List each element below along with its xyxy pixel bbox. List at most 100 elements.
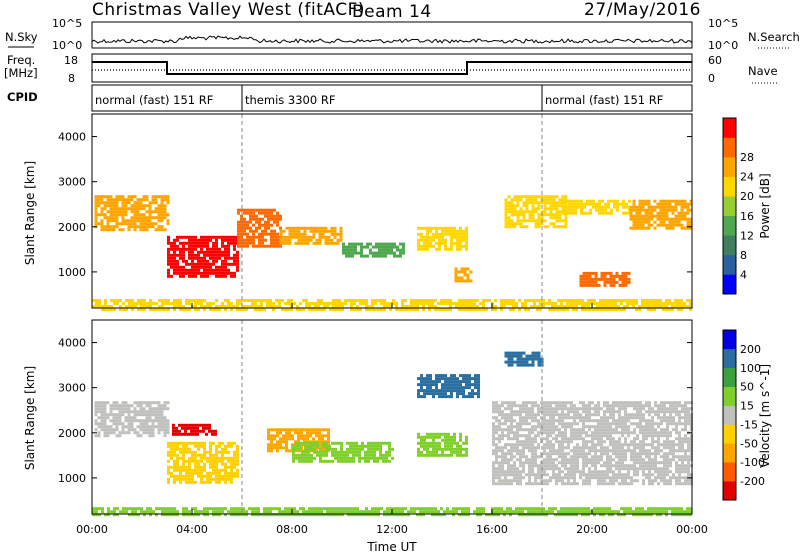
echo-cell — [552, 437, 555, 441]
echo-cell — [194, 299, 197, 302]
echo-cell — [671, 223, 675, 227]
echo-cell — [194, 513, 197, 517]
echo-cell — [624, 271, 628, 275]
echo-cell — [645, 467, 648, 471]
echo-cell — [540, 195, 544, 199]
echo-cell — [197, 253, 200, 257]
echo-cell — [425, 510, 428, 514]
echo-cell — [125, 305, 128, 308]
echo-cell — [381, 251, 384, 255]
echo-cell — [609, 431, 612, 435]
echo-cell — [531, 419, 534, 423]
echo-cell — [606, 455, 609, 459]
echo-cell — [316, 441, 319, 445]
echo-cell — [650, 302, 653, 305]
echo-cell — [465, 235, 468, 239]
echo-cell — [399, 254, 402, 258]
echo-cell — [179, 253, 182, 257]
echo-cell — [684, 479, 687, 483]
echo-cell — [651, 458, 654, 462]
echo-cell — [224, 274, 227, 278]
echo-cell — [537, 207, 541, 211]
echo-cell — [567, 479, 570, 483]
echo-cell — [469, 270, 473, 274]
echo-cell — [419, 302, 422, 305]
echo-cell — [686, 205, 690, 209]
echo-cell — [230, 480, 233, 484]
echo-cell — [603, 404, 606, 408]
echo-cell — [139, 222, 143, 226]
echo-cell — [242, 308, 245, 311]
echo-cell — [245, 308, 248, 311]
echo-cell — [648, 476, 651, 480]
echo-cell — [543, 225, 547, 229]
echo-cell — [588, 274, 592, 278]
echo-cell — [275, 507, 278, 511]
echo-cell — [365, 305, 368, 308]
echo-cell — [662, 308, 665, 311]
echo-cell — [663, 476, 666, 480]
echo-cell — [602, 308, 605, 311]
echo-cell — [498, 434, 501, 438]
echo-cell — [185, 465, 188, 469]
echo-cell — [252, 214, 255, 218]
echo-cell — [636, 407, 639, 411]
echo-cell — [642, 428, 645, 432]
echo-cell — [639, 461, 642, 465]
echo-cell — [457, 270, 461, 274]
echo-cell — [549, 213, 553, 217]
echo-cell — [641, 223, 645, 227]
echo-cell — [660, 410, 663, 414]
echo-cell — [284, 510, 287, 514]
echo-cell — [510, 455, 513, 459]
echo-cell — [588, 470, 591, 474]
echo-cell — [173, 247, 176, 251]
echo-cell — [304, 441, 307, 445]
echo-cell — [194, 241, 197, 245]
echo-cell — [185, 471, 188, 475]
echo-cell — [495, 431, 498, 435]
echo-cell — [127, 416, 131, 420]
echo-cell — [304, 459, 307, 463]
echo-cell — [379, 444, 382, 448]
echo-cell — [618, 461, 621, 465]
echo-cell — [588, 419, 591, 423]
echo-cell — [294, 235, 298, 239]
echo-cell — [629, 302, 632, 305]
echo-cell — [352, 447, 355, 451]
echo-cell — [570, 440, 573, 444]
echo-cell — [641, 202, 645, 206]
echo-cell — [288, 431, 291, 435]
echo-cell — [351, 248, 354, 252]
echo-cell — [264, 226, 267, 230]
echo-cell — [200, 299, 203, 302]
echo-cell — [276, 211, 279, 215]
echo-cell — [534, 458, 537, 462]
echo-cell — [558, 473, 561, 477]
echo-cell — [188, 262, 191, 266]
echo-cell — [444, 241, 447, 245]
echo-cell — [537, 470, 540, 474]
echo-cell — [239, 299, 242, 302]
echo-cell — [185, 247, 188, 251]
echo-cell — [321, 437, 324, 441]
echo-cell — [106, 431, 110, 435]
echo-cell — [564, 195, 568, 199]
echo-cell — [148, 434, 152, 438]
echo-cell — [121, 228, 125, 232]
echo-cell — [252, 208, 255, 212]
echo-cell — [612, 401, 615, 405]
echo-cell — [546, 434, 549, 438]
echo-cell — [185, 510, 188, 514]
echo-cell — [512, 305, 515, 308]
echo-cell — [562, 205, 565, 209]
echo-cell — [157, 422, 161, 426]
echo-cell — [370, 456, 373, 460]
echo-cell — [671, 217, 675, 221]
echo-cell — [125, 299, 128, 302]
echo-cell — [163, 407, 167, 411]
echo-cell — [224, 256, 227, 260]
echo-cell — [564, 455, 567, 459]
echo-cell — [570, 458, 573, 462]
echo-cell — [549, 452, 552, 456]
